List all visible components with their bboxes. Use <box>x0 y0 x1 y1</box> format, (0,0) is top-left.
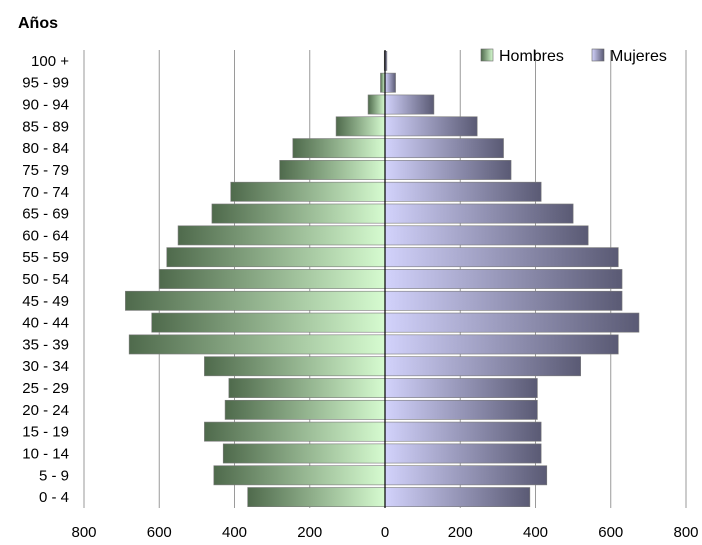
bar-mujeres-12 <box>384 225 589 246</box>
bar-mujeres-18 <box>384 94 435 115</box>
legend-label-hombres: Hombres <box>499 48 564 65</box>
bar-hombres-12 <box>177 225 386 246</box>
bar-mujeres-4 <box>384 399 538 420</box>
bar-mujeres-10 <box>384 269 623 289</box>
category-label-12: 60 - 64 <box>22 227 69 244</box>
bar-hombres-13 <box>211 203 386 224</box>
bar-mujeres-7 <box>384 334 619 355</box>
x-tick-label-1: 600 <box>147 524 172 541</box>
category-label-11: 55 - 59 <box>22 249 69 266</box>
category-label-14: 70 - 74 <box>22 184 69 201</box>
bar-hombres-3 <box>204 421 386 442</box>
category-label-13: 65 - 69 <box>22 206 69 223</box>
x-tick-label-6: 400 <box>523 524 548 541</box>
category-labels: 0 - 4 5 - 9 10 - 14 15 - 19 20 - 24 25 - 29 30… <box>22 53 69 506</box>
bar-hombres-2 <box>222 443 386 464</box>
x-tick-label-2: 400 <box>222 524 247 541</box>
x-tick-label-7: 600 <box>598 524 623 541</box>
bar-mujeres-14 <box>384 181 542 202</box>
bar-mujeres-0 <box>384 487 531 507</box>
category-label-16: 80 - 84 <box>22 140 69 157</box>
bar-mujeres-13 <box>384 203 574 224</box>
bar-hombres-17 <box>335 116 386 137</box>
category-label-1: 5 - 9 <box>39 467 69 484</box>
bar-hombres-14 <box>230 181 386 202</box>
category-label-4: 20 - 24 <box>22 402 69 419</box>
category-label-9: 45 - 49 <box>22 293 69 310</box>
category-label-8: 40 - 44 <box>22 315 69 332</box>
bar-hombres-8 <box>151 312 386 333</box>
bar-mujeres-19 <box>384 72 396 93</box>
bar-mujeres-15 <box>384 160 512 180</box>
x-tick-label-0: 800 <box>71 524 96 541</box>
category-label-5: 25 - 29 <box>22 380 69 397</box>
bar-mujeres-9 <box>384 290 623 311</box>
bar-mujeres-5 <box>384 378 538 398</box>
x-tick-label-4: 0 <box>381 524 389 541</box>
category-label-3: 15 - 19 <box>22 424 69 441</box>
bar-mujeres-2 <box>384 443 542 464</box>
bars <box>125 50 640 508</box>
y-axis-title: Años <box>18 15 58 32</box>
bar-mujeres-3 <box>384 421 542 442</box>
bar-hombres-19 <box>380 72 386 93</box>
bar-hombres-0 <box>247 487 386 507</box>
x-tick-label-3: 200 <box>297 524 322 541</box>
bar-mujeres-11 <box>384 247 619 268</box>
category-label-10: 50 - 54 <box>22 271 69 288</box>
bar-hombres-16 <box>292 138 386 159</box>
bar-mujeres-1 <box>384 465 548 486</box>
bar-hombres-5 <box>228 378 386 398</box>
legend-label-mujeres: Mujeres <box>610 48 667 65</box>
category-label-20: 100 + <box>31 53 69 70</box>
bar-hombres-11 <box>166 247 386 268</box>
bar-hombres-15 <box>279 160 386 180</box>
x-tick-label-5: 200 <box>448 524 473 541</box>
legend-swatch-hombres <box>480 48 494 62</box>
category-label-7: 35 - 39 <box>22 336 69 353</box>
category-label-18: 90 - 94 <box>22 97 69 114</box>
x-tick-labels: 800 600 400 200 0 200 400 600 800 <box>71 524 698 541</box>
bar-hombres-18 <box>367 94 386 115</box>
bar-mujeres-8 <box>384 312 640 333</box>
bar-hombres-4 <box>224 399 386 420</box>
category-label-15: 75 - 79 <box>22 162 69 179</box>
bar-hombres-9 <box>125 290 386 311</box>
category-label-17: 85 - 89 <box>22 118 69 135</box>
legend-swatch-mujeres <box>591 48 605 62</box>
category-label-2: 10 - 14 <box>22 445 69 462</box>
bar-hombres-10 <box>158 269 386 289</box>
bar-mujeres-6 <box>384 356 581 377</box>
bar-hombres-6 <box>204 356 386 377</box>
category-label-19: 95 - 99 <box>22 75 69 92</box>
bar-hombres-7 <box>128 334 386 355</box>
category-label-0: 0 - 4 <box>39 489 69 506</box>
bar-hombres-1 <box>213 465 386 486</box>
legend: Hombres Mujeres <box>480 48 667 65</box>
x-tick-label-8: 800 <box>673 524 698 541</box>
bar-mujeres-16 <box>384 138 504 159</box>
category-label-6: 30 - 34 <box>22 358 69 375</box>
bar-mujeres-17 <box>384 116 478 137</box>
